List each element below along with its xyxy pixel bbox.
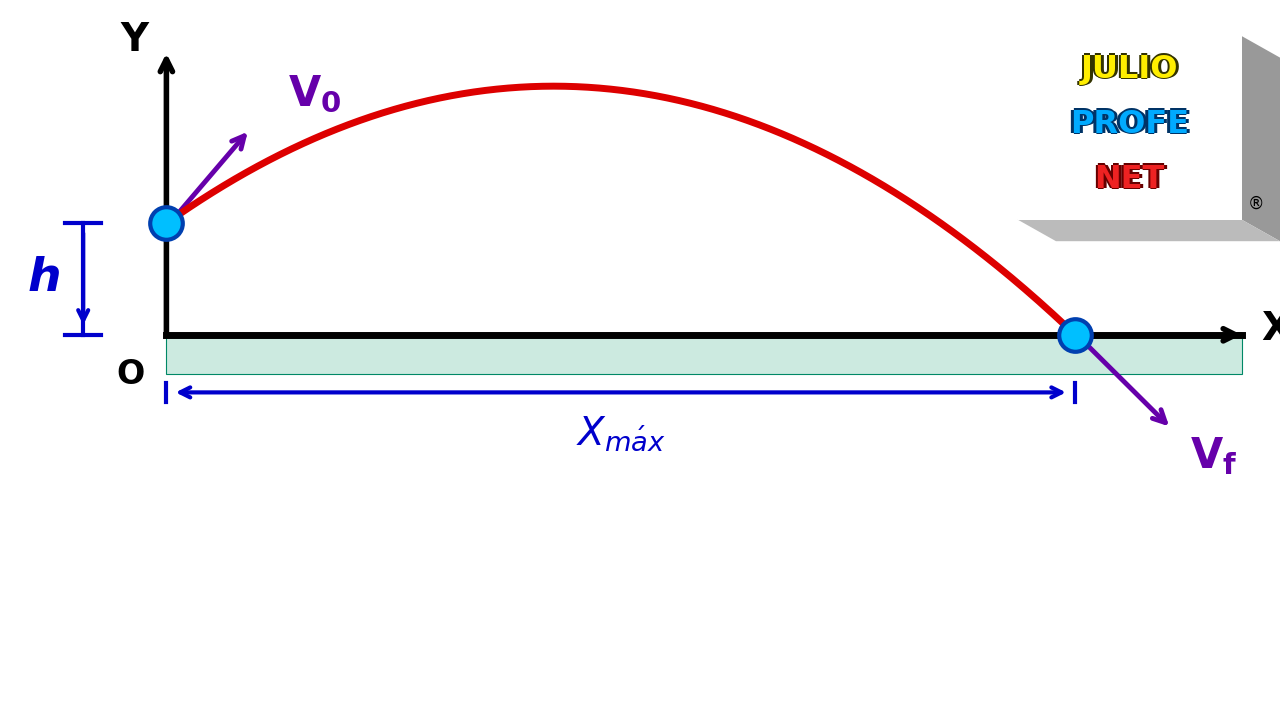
Bar <box>1018 36 1242 220</box>
Text: JULIO: JULIO <box>1080 55 1179 86</box>
Text: NET: NET <box>1094 165 1165 196</box>
Text: JULIO: JULIO <box>1080 52 1179 83</box>
Text: PROFE: PROFE <box>1070 109 1189 140</box>
Text: O: O <box>116 358 145 391</box>
Text: $\mathbf{V_0}$: $\mathbf{V_0}$ <box>288 73 342 115</box>
Point <box>1065 329 1085 341</box>
Text: JULIO: JULIO <box>1080 53 1179 84</box>
Text: JULIO: JULIO <box>1078 53 1176 84</box>
Text: PROFE: PROFE <box>1073 109 1192 140</box>
Point <box>156 217 177 229</box>
Polygon shape <box>1018 220 1280 241</box>
Text: NET: NET <box>1094 162 1165 193</box>
Polygon shape <box>1242 36 1280 241</box>
Text: $X_{m\acute{a}x}$: $X_{m\acute{a}x}$ <box>576 414 666 453</box>
Bar <box>166 335 1242 374</box>
Text: $\mathbf{V_f}$: $\mathbf{V_f}$ <box>1190 436 1238 477</box>
Text: NET: NET <box>1092 163 1162 194</box>
Bar <box>166 335 1242 374</box>
Text: PROFE: PROFE <box>1068 109 1187 140</box>
Text: NET: NET <box>1094 163 1165 194</box>
Text: PROFE: PROFE <box>1070 110 1189 141</box>
Text: Y: Y <box>120 21 148 58</box>
Text: JULIO: JULIO <box>1083 53 1181 84</box>
Text: h: h <box>28 256 61 302</box>
Text: X: X <box>1261 310 1280 348</box>
Text: ®: ® <box>1248 194 1265 212</box>
Text: NET: NET <box>1097 163 1167 194</box>
Text: PROFE: PROFE <box>1070 107 1189 138</box>
